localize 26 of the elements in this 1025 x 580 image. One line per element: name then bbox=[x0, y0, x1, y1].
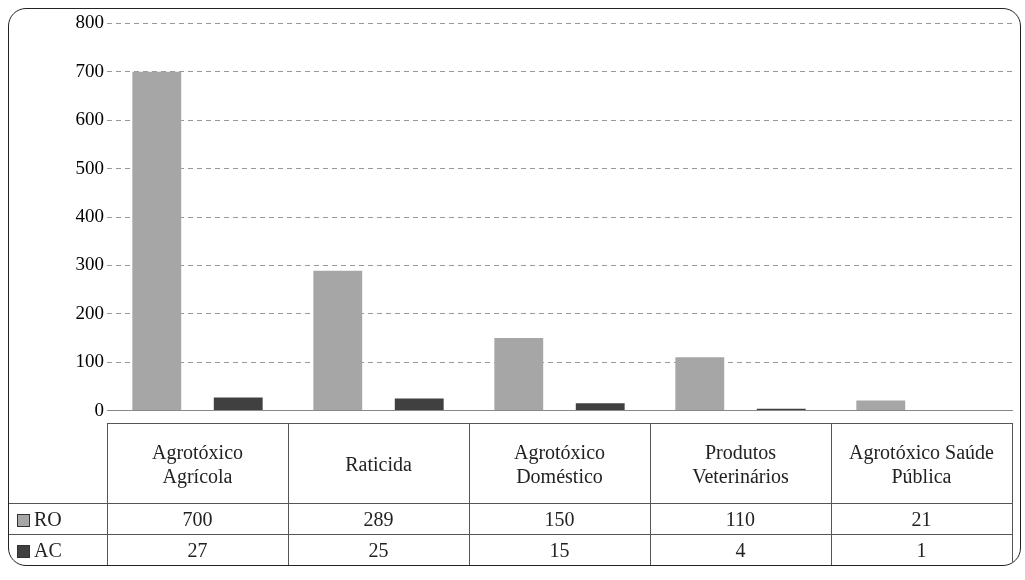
data-label: 1 bbox=[831, 534, 1012, 566]
x-tick-label: Produtos Veterinários bbox=[650, 423, 831, 504]
data-label: 700 bbox=[107, 503, 288, 535]
y-tick-label: 800 bbox=[75, 11, 104, 33]
x-tick-label: Agrotóxico Doméstico bbox=[469, 423, 650, 504]
data-label: 21 bbox=[831, 503, 1012, 535]
data-label: 289 bbox=[288, 503, 469, 535]
legend-label: RO bbox=[34, 507, 62, 530]
x-tick-label: Agrotóxico Agrícola bbox=[107, 423, 288, 504]
data-label: 4 bbox=[650, 534, 831, 566]
y-tick-label: 0 bbox=[94, 398, 104, 420]
legend-label: AC bbox=[34, 538, 62, 561]
data-label: 27 bbox=[107, 534, 288, 566]
y-tick-label: 700 bbox=[75, 59, 104, 81]
y-tick-label: 200 bbox=[75, 301, 104, 323]
y-tick-label: 500 bbox=[75, 156, 104, 178]
x-tick-label: Raticida bbox=[288, 423, 469, 504]
data-label: 150 bbox=[469, 503, 650, 535]
y-tick-label: 300 bbox=[75, 253, 104, 275]
data-label: 25 bbox=[288, 534, 469, 566]
y-tick-label: 600 bbox=[75, 108, 104, 130]
y-tick-label: 400 bbox=[75, 204, 104, 226]
x-tick-label: Agrotóxico Saúde Pública bbox=[831, 423, 1012, 504]
data-label: 110 bbox=[650, 503, 831, 535]
y-tick-label: 100 bbox=[75, 350, 104, 372]
data-label: 15 bbox=[469, 534, 650, 566]
